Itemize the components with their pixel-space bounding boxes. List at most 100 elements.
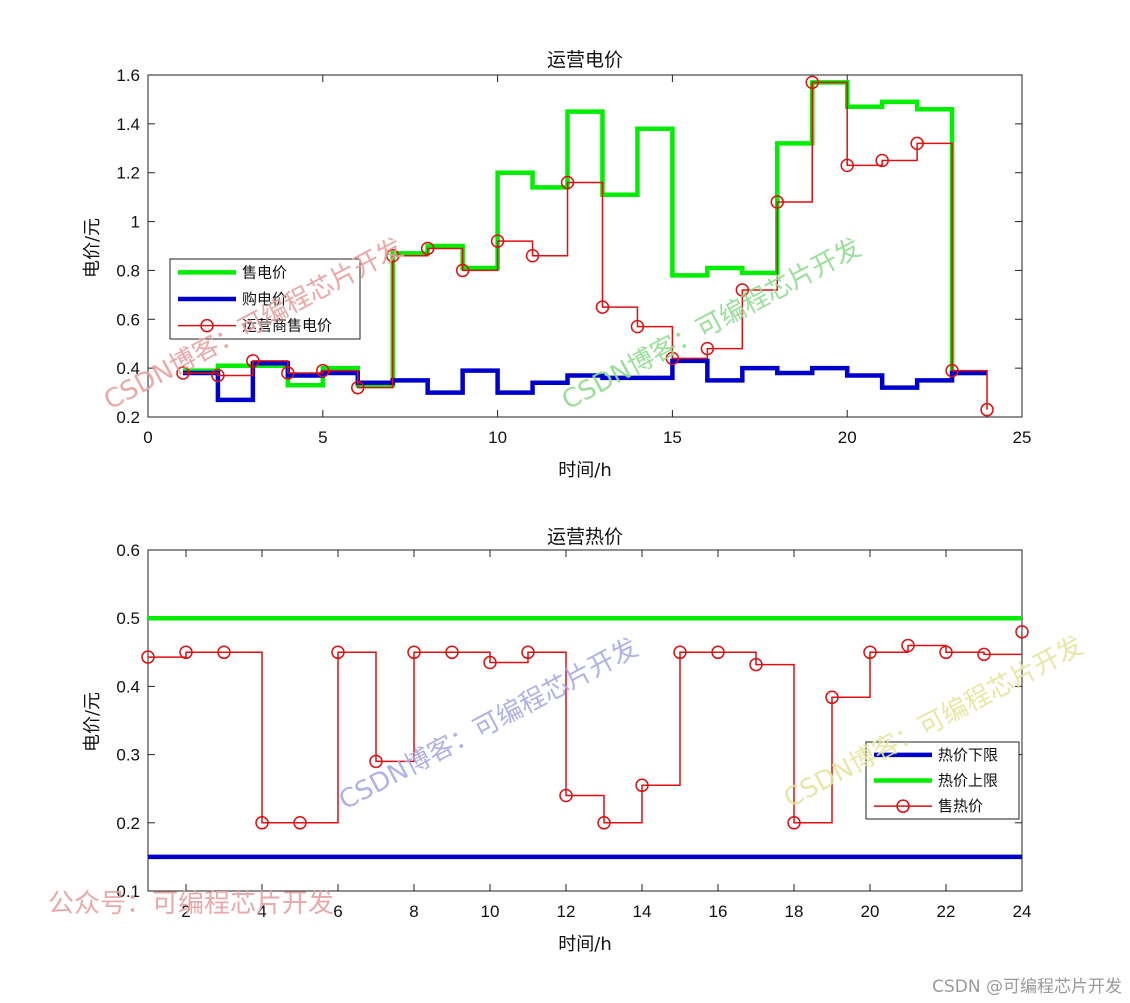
legend-label: 售电价 bbox=[242, 263, 287, 281]
y-tick-label: 1.6 bbox=[116, 66, 140, 85]
data-point-marker bbox=[665, 351, 680, 366]
x-tick-label: 24 bbox=[1013, 902, 1032, 921]
y-tick-label: 0.6 bbox=[116, 310, 140, 329]
chart-heat-price: 运营热价 时间/h 电价/元 2 4 6 8 10 12 14 16 18 20 22 240.10.… bbox=[82, 526, 1031, 955]
data-point-marker bbox=[700, 341, 715, 356]
x-tick-label: 0 bbox=[143, 428, 152, 447]
legend-label: 运营商售电价 bbox=[242, 317, 332, 335]
data-point-marker bbox=[407, 645, 421, 660]
chart-title: 运营电价 bbox=[547, 49, 623, 71]
data-point-marker bbox=[293, 816, 307, 830]
series-line bbox=[182, 358, 988, 403]
series-line bbox=[148, 631, 1022, 824]
x-tick-label: 16 bbox=[709, 902, 728, 921]
data-point-marker bbox=[825, 690, 839, 705]
x-tick-label: 20 bbox=[838, 428, 857, 447]
data-point-marker bbox=[635, 778, 649, 793]
x-axis-label: 时间/h bbox=[558, 934, 611, 955]
plot-area bbox=[147, 74, 1023, 418]
y-tick-label: 0.4 bbox=[116, 359, 140, 378]
y-tick-label: 0.2 bbox=[116, 814, 140, 833]
data-point-marker bbox=[281, 366, 295, 380]
legend-label: 购电价 bbox=[242, 290, 287, 308]
data-point-marker bbox=[420, 241, 435, 256]
data-point-marker bbox=[559, 788, 573, 803]
x-tick-label: 18 bbox=[785, 902, 804, 921]
data-point-marker bbox=[673, 645, 687, 660]
data-point-marker bbox=[490, 234, 505, 248]
data-point-marker bbox=[749, 657, 763, 672]
y-tick-label: 1.4 bbox=[116, 115, 140, 134]
x-tick-label: 6 bbox=[333, 902, 342, 921]
data-point-marker bbox=[711, 645, 725, 660]
legend-marker bbox=[896, 799, 910, 813]
y-tick-label: 0.1 bbox=[116, 882, 140, 901]
y-tick-label: 0.4 bbox=[116, 677, 140, 696]
data-point-marker bbox=[176, 366, 190, 380]
data-point-marker bbox=[595, 300, 610, 314]
y-axis-label: 电价/元 bbox=[82, 692, 103, 752]
x-tick-label: 14 bbox=[633, 902, 652, 921]
x-tick-label: 12 bbox=[557, 902, 576, 921]
data-point-marker bbox=[939, 645, 953, 660]
data-point-marker bbox=[316, 363, 330, 378]
data-point-marker bbox=[805, 75, 819, 90]
x-axis-label: 时间/h bbox=[558, 460, 611, 481]
data-point-marker bbox=[945, 363, 959, 378]
data-point-marker bbox=[141, 650, 155, 664]
data-point-marker bbox=[735, 283, 750, 297]
x-tick-label: 5 bbox=[318, 428, 327, 447]
data-point-marker bbox=[369, 754, 383, 769]
data-point-marker bbox=[211, 368, 225, 383]
data-point-marker bbox=[331, 645, 345, 660]
plot-area bbox=[147, 549, 1023, 892]
chart-electricity-price: 运营电价 时间/h 电价/元 0 5 10 15 20 25 0.2 0.4 0.6 0.8 1 1.… bbox=[82, 49, 1031, 481]
data-point-marker bbox=[483, 655, 497, 670]
watermark: 公众号：可编程芯片开发 bbox=[48, 889, 334, 919]
data-point-marker bbox=[977, 647, 991, 662]
data-point-marker bbox=[255, 816, 269, 830]
data-point-marker bbox=[525, 249, 540, 263]
data-point-marker bbox=[385, 249, 400, 263]
x-tick-label: 10 bbox=[481, 902, 500, 921]
data-point-marker bbox=[787, 816, 801, 830]
x-tick-label: 20 bbox=[861, 902, 880, 921]
data-point-marker bbox=[560, 175, 575, 190]
x-tick-label: 8 bbox=[409, 902, 418, 921]
y-tick-label: 0.6 bbox=[116, 541, 140, 560]
data-point-marker bbox=[246, 354, 260, 368]
legend-label: 热价下限 bbox=[938, 746, 998, 764]
x-tick-label: 15 bbox=[663, 428, 682, 447]
y-tick-label: 0.5 bbox=[116, 609, 140, 628]
data-point-marker bbox=[521, 645, 535, 660]
legend-label: 热价上限 bbox=[938, 772, 998, 790]
legend-label: 售热价 bbox=[938, 797, 983, 815]
footer-credit: CSDN @可编程芯片开发 bbox=[932, 977, 1122, 997]
x-tick-label: 2 bbox=[181, 902, 190, 921]
y-tick-label: 0.3 bbox=[116, 746, 140, 765]
legend-marker bbox=[200, 318, 214, 333]
plot-series-group bbox=[148, 615, 1022, 860]
x-tick-label: 4 bbox=[257, 902, 266, 921]
data-point-marker bbox=[770, 195, 785, 209]
chart-title: 运营热价 bbox=[547, 526, 623, 548]
data-point-marker bbox=[863, 645, 877, 660]
data-point-marker bbox=[630, 319, 645, 334]
data-point-marker bbox=[980, 402, 994, 417]
data-point-marker bbox=[179, 645, 193, 660]
x-tick-label: 22 bbox=[937, 902, 956, 921]
y-tick-label: 1 bbox=[131, 213, 140, 232]
data-point-marker bbox=[901, 638, 915, 653]
series-line bbox=[182, 81, 988, 410]
y-tick-label: 0.2 bbox=[116, 408, 140, 427]
y-axis-label: 电价/元 bbox=[82, 218, 103, 278]
data-point-marker bbox=[445, 645, 459, 660]
data-point-marker bbox=[840, 158, 854, 173]
data-point-marker bbox=[597, 816, 611, 830]
y-tick-label: 0.8 bbox=[116, 261, 140, 280]
y-tick-label: 1.2 bbox=[116, 164, 140, 183]
data-point-marker bbox=[217, 645, 231, 660]
data-point-marker bbox=[1015, 625, 1029, 639]
data-point-marker bbox=[875, 153, 889, 168]
data-point-marker bbox=[455, 263, 470, 278]
